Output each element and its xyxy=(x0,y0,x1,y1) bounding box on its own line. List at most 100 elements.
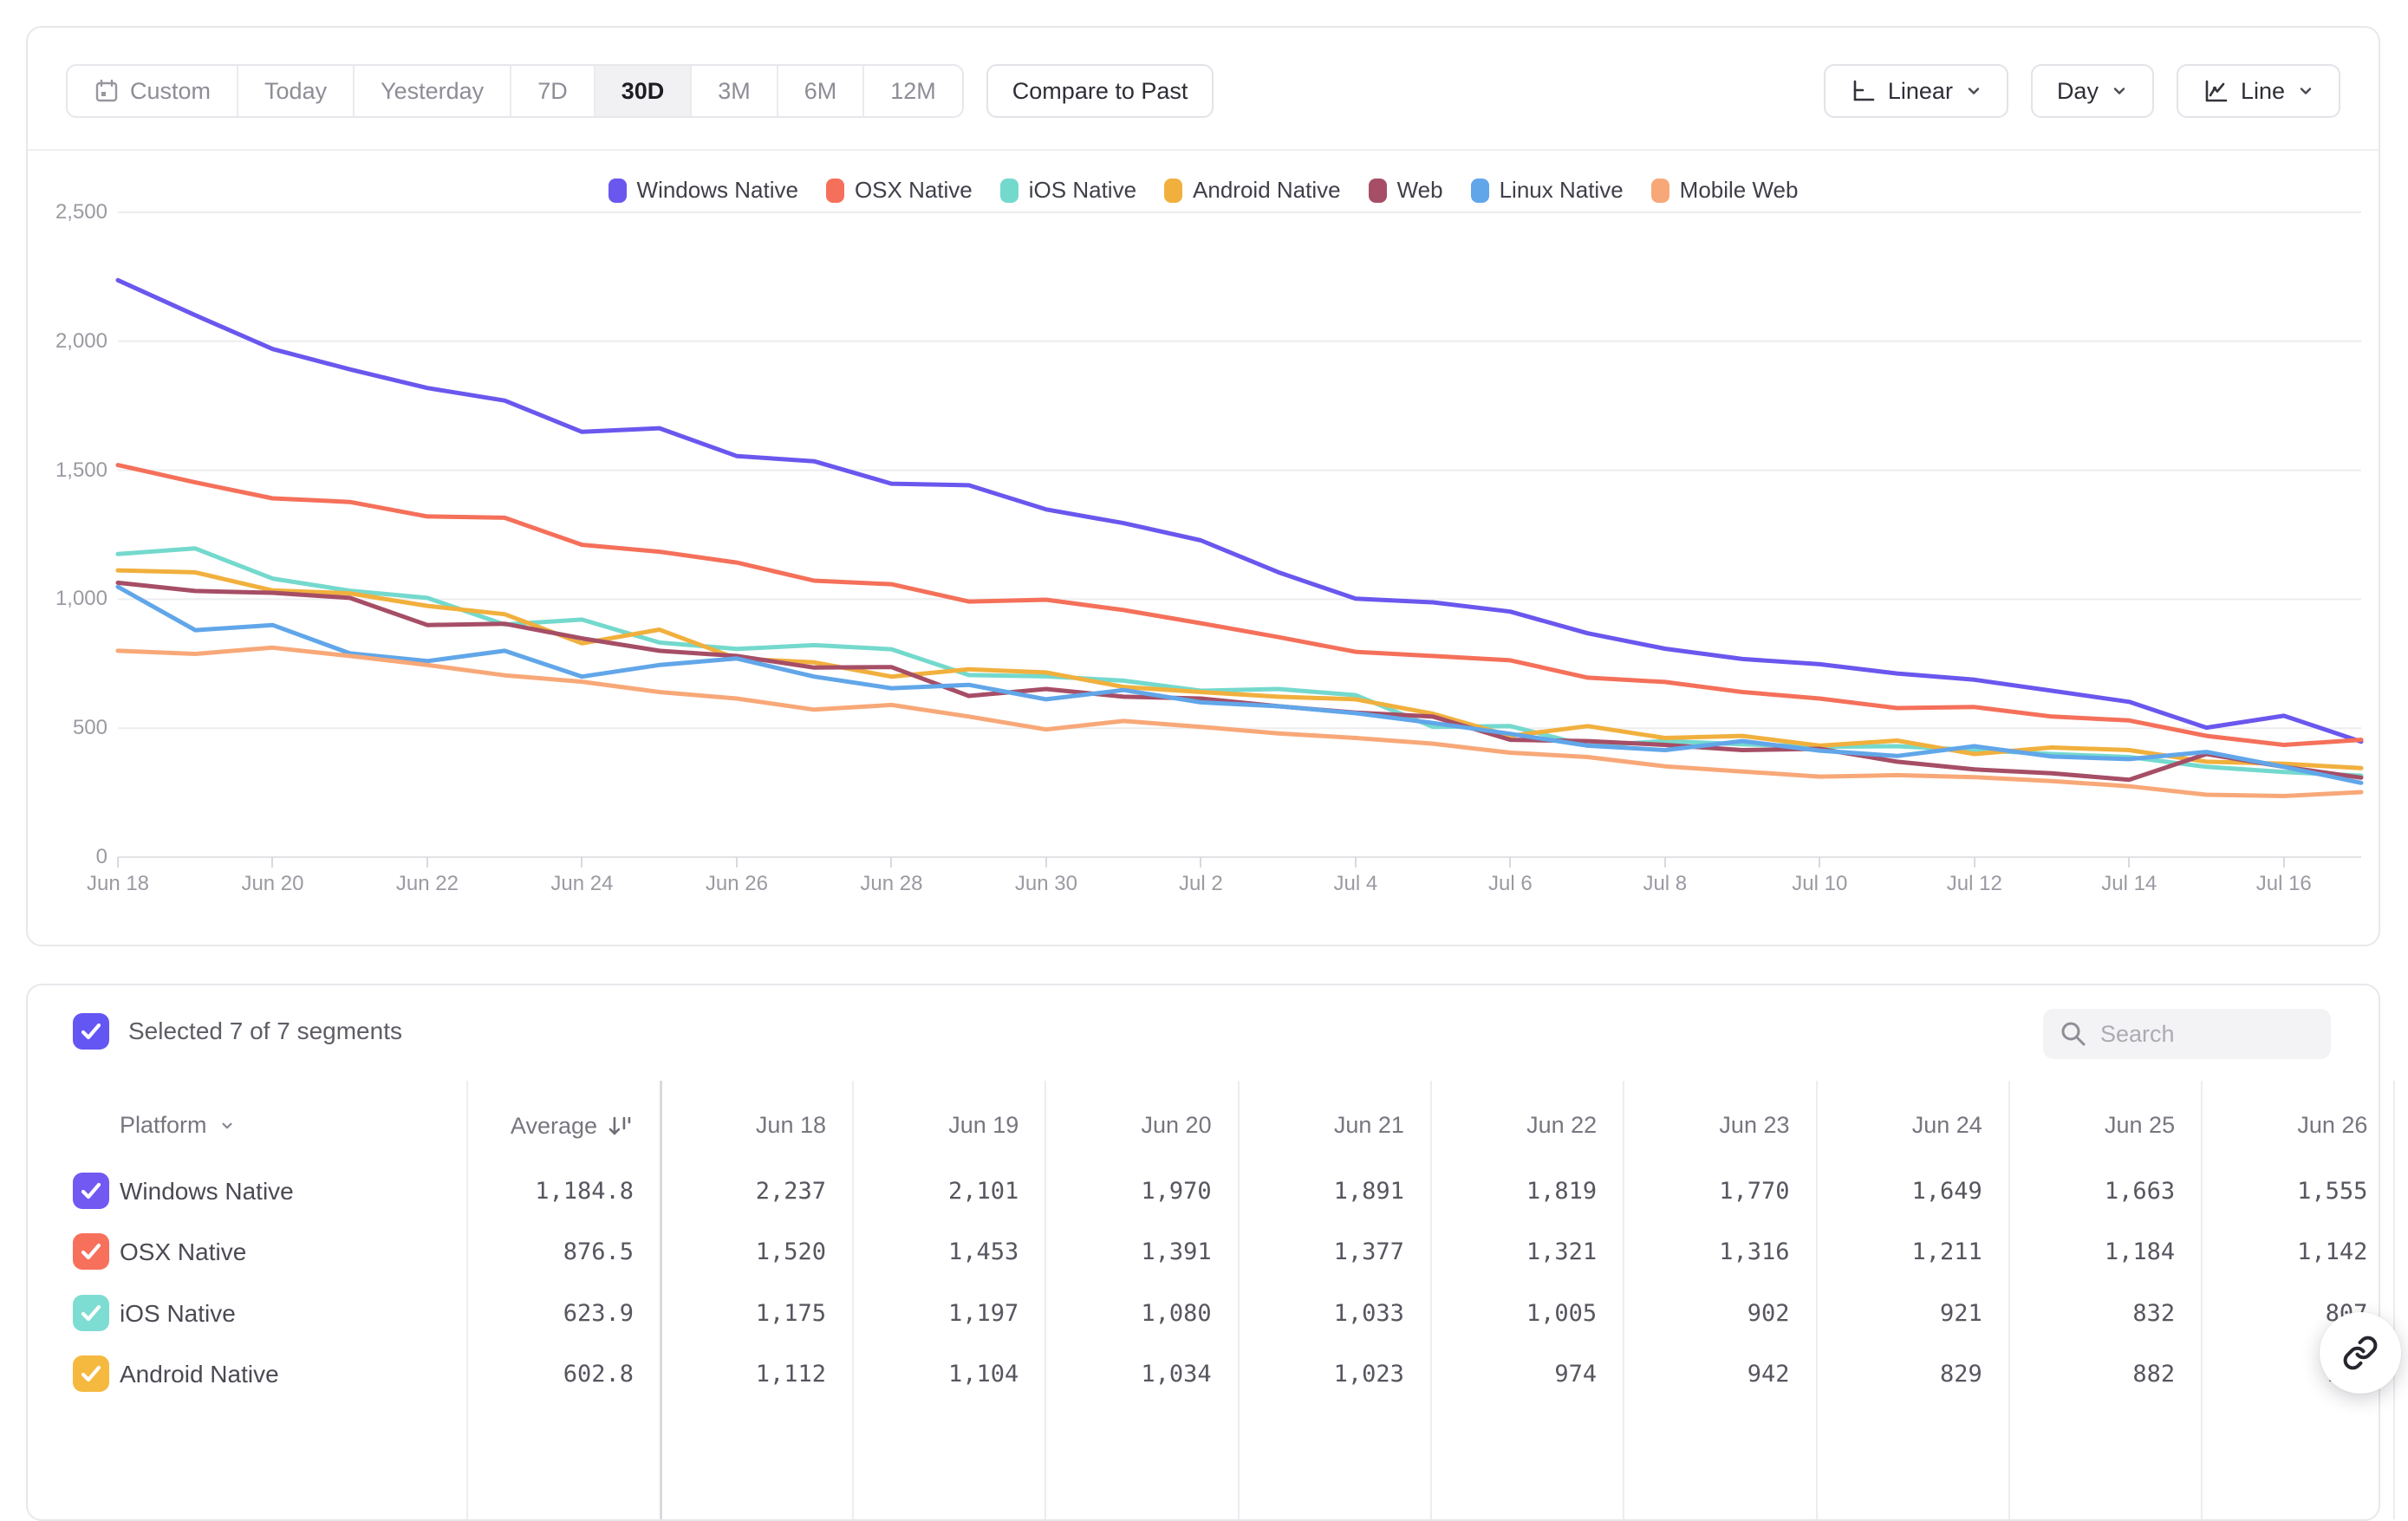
x-tick-label: Jul 6 xyxy=(1487,872,1533,895)
line-chart-plot[interactable] xyxy=(115,211,2364,858)
legend-item-osx-native[interactable]: OSX Native xyxy=(825,177,973,204)
day-value: 882 xyxy=(2132,1360,2176,1388)
day-column-header-jun-24[interactable]: Jun 24 xyxy=(1911,1112,1982,1138)
legend-label: OSX Native xyxy=(854,177,973,203)
range-button-yesterday[interactable]: Yesterday xyxy=(353,66,510,116)
day-column-header-jun-18[interactable]: Jun 18 xyxy=(755,1112,826,1138)
day-value: 1,034 xyxy=(1141,1360,1212,1388)
day-value: 1,023 xyxy=(1333,1360,1404,1388)
day-column-header-jun-23[interactable]: Jun 23 xyxy=(1719,1112,1790,1138)
platform-name: OSX Native xyxy=(120,1238,247,1266)
search-box[interactable] xyxy=(2043,1009,2331,1059)
x-tick-mark xyxy=(1200,857,1202,868)
day-value: 1,142 xyxy=(2297,1238,2368,1266)
chart-legend: Windows Native OSX Native iOS Native Androi… xyxy=(28,177,2379,204)
range-button-today[interactable]: Today xyxy=(237,66,353,116)
x-tick-label: Jul 2 xyxy=(1179,872,1223,895)
row-checkbox-android-native[interactable] xyxy=(73,1355,109,1392)
chart-card: Custom Today Yesterday 7D 30D 3M 6M 12M Compare… xyxy=(26,26,2380,946)
day-value: 1,184 xyxy=(2104,1238,2176,1266)
legend-item-ios-native[interactable]: iOS Native xyxy=(999,177,1137,204)
line-series-windows-native xyxy=(115,277,2364,744)
legend-label: Linux Native xyxy=(1499,177,1624,203)
legend-item-android-native[interactable]: Android Native xyxy=(1164,177,1341,204)
check-icon xyxy=(81,1304,101,1321)
x-tick-mark xyxy=(2282,857,2285,868)
range-button-label: 12M xyxy=(890,77,936,104)
sort-descending-icon xyxy=(606,1112,634,1140)
day-value: 829 xyxy=(1940,1360,1982,1388)
day-value: 902 xyxy=(1747,1299,1790,1327)
table-row-windows-native: Windows Native 1,184.8 2,237 2,101 1,970 1,89… xyxy=(28,1160,2379,1221)
scale-dropdown[interactable]: Linear xyxy=(1823,64,2008,118)
day-column-header-jun-21[interactable]: Jun 21 xyxy=(1333,1112,1404,1138)
legend-swatch xyxy=(825,178,844,203)
legend-label: Mobile Web xyxy=(1679,177,1799,203)
search-input[interactable] xyxy=(2100,1020,2315,1048)
range-button-custom[interactable]: Custom xyxy=(68,66,237,116)
date-range-segmented-control: Custom Today Yesterday 7D 30D 3M 6M 12M xyxy=(66,64,964,118)
day-column-header-jun-25[interactable]: Jun 25 xyxy=(2105,1112,2176,1138)
pinned-column-divider xyxy=(660,1081,662,1519)
interval-dropdown[interactable]: Day xyxy=(2030,64,2154,118)
legend-swatch xyxy=(1470,178,1489,203)
legend-label: iOS Native xyxy=(1028,177,1137,203)
day-value: 1,321 xyxy=(1526,1238,1598,1266)
legend-item-linux-native[interactable]: Linux Native xyxy=(1470,177,1624,204)
day-value: 1,453 xyxy=(948,1238,1019,1266)
day-column-header-jun-22[interactable]: Jun 22 xyxy=(1526,1112,1598,1138)
day-value: 1,104 xyxy=(948,1360,1019,1388)
column-divider xyxy=(1045,1081,1047,1519)
day-value: 1,005 xyxy=(1526,1299,1598,1327)
row-checkbox-ios-native[interactable] xyxy=(73,1294,109,1331)
legend-item-windows-native[interactable]: Windows Native xyxy=(608,177,798,204)
platform-column-header[interactable]: Platform xyxy=(120,1112,235,1139)
day-value: 1,316 xyxy=(1719,1238,1790,1266)
line-series-osx-native xyxy=(115,463,2364,747)
chart-type-dropdown[interactable]: Line xyxy=(2176,64,2340,118)
x-tick-mark xyxy=(426,857,428,868)
range-button-7d[interactable]: 7D xyxy=(510,66,594,116)
table-row-ios-native: iOS Native 623.9 1,175 1,197 1,080 1,033 1,005… xyxy=(28,1283,2379,1343)
line-series-android-native xyxy=(115,568,2364,770)
day-value: 1,080 xyxy=(1141,1299,1212,1327)
x-tick-label: Jun 30 xyxy=(1014,872,1077,895)
column-divider xyxy=(1815,1081,1818,1519)
select-all-checkbox[interactable] xyxy=(73,1013,109,1050)
x-tick-mark xyxy=(1045,857,1047,868)
table-row-android-native: Android Native 602.8 1,112 1,104 1,034 1,023 9… xyxy=(28,1343,2379,1404)
compare-to-past-button[interactable]: Compare to Past xyxy=(986,64,1214,118)
day-column-header-jun-26[interactable]: Jun 26 xyxy=(2297,1112,2368,1138)
range-button-30d[interactable]: 30D xyxy=(593,66,691,116)
range-button-12m[interactable]: 12M xyxy=(862,66,962,116)
day-value: 832 xyxy=(2132,1299,2176,1327)
average-column-header[interactable]: Average xyxy=(511,1112,634,1140)
day-value: 1,197 xyxy=(948,1299,1019,1327)
legend-label: Web xyxy=(1396,177,1443,203)
day-value: 1,377 xyxy=(1333,1238,1404,1266)
day-value: 974 xyxy=(1554,1360,1598,1388)
x-tick-mark xyxy=(581,857,583,868)
range-button-3m[interactable]: 3M xyxy=(690,66,777,116)
x-tick-mark xyxy=(2128,857,2131,868)
day-value: 1,391 xyxy=(1141,1238,1212,1266)
row-checkbox-windows-native[interactable] xyxy=(73,1173,109,1209)
legend-item-mobile-web[interactable]: Mobile Web xyxy=(1650,177,1799,204)
range-button-label: Yesterday xyxy=(381,77,485,104)
platform-name: Windows Native xyxy=(120,1178,294,1205)
day-column-header-jun-20[interactable]: Jun 20 xyxy=(1141,1112,1212,1138)
day-value: 2,237 xyxy=(755,1178,826,1205)
legend-swatch xyxy=(1650,178,1669,203)
row-checkbox-osx-native[interactable] xyxy=(73,1233,109,1271)
x-tick-label: Jul 14 xyxy=(2101,872,2157,895)
y-tick-label: 1,500 xyxy=(55,458,107,482)
share-link-fab[interactable] xyxy=(2320,1312,2401,1394)
day-column-header-jun-19[interactable]: Jun 19 xyxy=(948,1112,1019,1138)
legend-item-web[interactable]: Web xyxy=(1368,177,1443,204)
column-divider xyxy=(1623,1081,1625,1519)
column-divider xyxy=(466,1081,468,1519)
segments-table-card: Selected 7 of 7 segments Platform Averag… xyxy=(26,984,2396,1521)
day-value: 921 xyxy=(1940,1299,1982,1327)
range-button-6m[interactable]: 6M xyxy=(776,66,863,116)
range-button-label: Custom xyxy=(130,77,212,104)
